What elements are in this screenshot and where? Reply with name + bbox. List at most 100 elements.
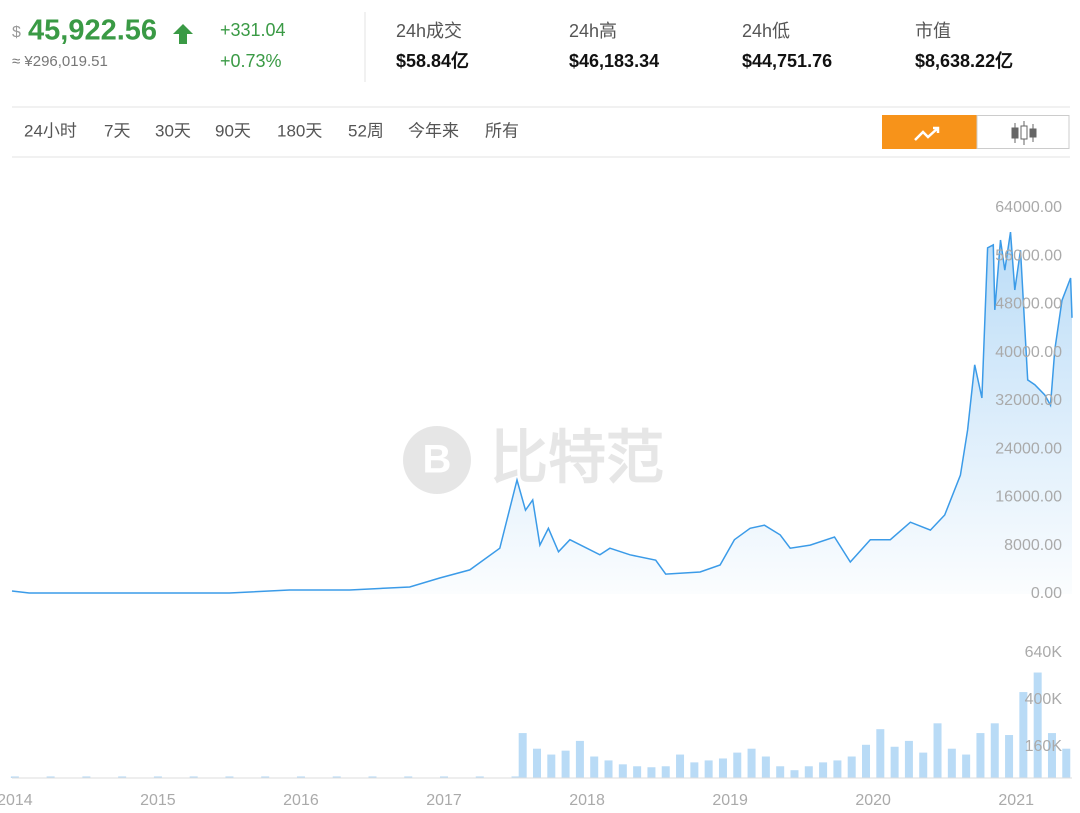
volume-bar xyxy=(46,776,55,778)
currency: $ xyxy=(12,24,21,41)
volume-bar xyxy=(976,733,985,778)
volume-bar xyxy=(933,723,942,778)
volume-bar xyxy=(547,754,556,778)
stat-value: $58.84亿 xyxy=(396,50,469,71)
volume-bar xyxy=(1033,672,1042,778)
volume-bar xyxy=(561,750,570,778)
volume-bar xyxy=(225,776,234,778)
volume-bar xyxy=(647,767,656,778)
volume-bar xyxy=(633,766,642,778)
volume-bar xyxy=(919,752,928,778)
volume-bar xyxy=(153,776,162,778)
volume-bar xyxy=(947,748,956,778)
y-tick-label: 160K xyxy=(1025,738,1063,755)
watermark: B 比特范 xyxy=(403,425,664,494)
volume-bar xyxy=(804,766,813,778)
volume-bar xyxy=(718,758,727,778)
volume-bar xyxy=(990,723,999,778)
volume-bar xyxy=(1005,735,1014,778)
volume-bar xyxy=(847,756,856,778)
volume-bar xyxy=(404,776,413,778)
range-tab[interactable]: 7天 xyxy=(104,121,130,140)
change: +331.04 xyxy=(220,20,286,40)
volume-bar xyxy=(819,762,828,778)
stat-value: $44,751.76 xyxy=(742,51,832,71)
volume-bar xyxy=(368,776,377,778)
y-tick-label: 0.00 xyxy=(1031,585,1062,602)
stat-label: 市值 xyxy=(915,21,951,41)
volume-bar xyxy=(618,764,627,778)
volume-bar xyxy=(661,766,670,778)
volume-bar xyxy=(761,756,770,778)
range-tab[interactable]: 今年来 xyxy=(408,121,459,140)
x-tick-label: 2020 xyxy=(855,792,891,809)
stat-value: $46,183.34 xyxy=(569,51,659,71)
range-tab[interactable]: 90天 xyxy=(215,121,251,140)
volume-bar xyxy=(890,746,899,778)
volume-bar xyxy=(118,776,127,778)
range-tab[interactable]: 180天 xyxy=(277,121,322,140)
range-tab[interactable]: 24小时 xyxy=(24,121,77,140)
stat-label: 24h低 xyxy=(742,21,790,41)
line-icon xyxy=(914,126,940,141)
x-tick-label: 2015 xyxy=(140,792,176,809)
volume-bar xyxy=(1019,692,1028,778)
cny-price: ≈ ¥296,019.51 xyxy=(12,53,108,70)
volume-bar xyxy=(532,748,541,778)
x-tick-label: 2018 xyxy=(569,792,605,809)
svg-text:B: B xyxy=(423,438,452,482)
stat-value: $8,638.22亿 xyxy=(915,50,1013,71)
volume-bar xyxy=(82,776,91,778)
volume-bar xyxy=(1062,748,1071,778)
volume-bar xyxy=(189,776,198,778)
volume-bar xyxy=(690,762,699,778)
y-tick-label: 24000.00 xyxy=(995,440,1062,457)
volume-bar xyxy=(733,752,742,778)
volume-bar xyxy=(518,733,527,778)
x-tick-label: 2014 xyxy=(0,792,33,809)
y-tick-label: 640K xyxy=(1025,644,1063,661)
volume-bar xyxy=(604,760,613,778)
range-tab[interactable]: 52周 xyxy=(348,121,384,140)
x-tick-label: 2017 xyxy=(426,792,462,809)
range-tab[interactable]: 30天 xyxy=(155,121,191,140)
volume-bar xyxy=(776,766,785,778)
line-chart-button[interactable] xyxy=(882,115,977,149)
volume-bar xyxy=(332,776,341,778)
x-tick-label: 2019 xyxy=(712,792,748,809)
volume-bar xyxy=(296,776,305,778)
y-tick-label: 16000.00 xyxy=(995,489,1062,506)
volume-bar xyxy=(790,770,799,778)
volume-bar xyxy=(747,748,756,778)
volume-bar xyxy=(704,760,713,778)
volume-bar xyxy=(10,776,19,778)
volume-bar xyxy=(904,740,913,778)
header: $ 45,922.56 ≈ ¥296,019.51 +331.04 +0.73%… xyxy=(12,12,1070,494)
price-area xyxy=(12,232,1072,594)
range-tab[interactable]: 所有 xyxy=(485,121,519,140)
volume-bar xyxy=(261,776,270,778)
volume-bar xyxy=(876,729,885,778)
watermark-text: 比特范 xyxy=(490,425,664,490)
volume-bar xyxy=(475,776,484,778)
y-tick-label: 40000.00 xyxy=(995,344,1062,361)
y-tick-label: 48000.00 xyxy=(995,296,1062,313)
volume-bar xyxy=(833,760,842,778)
candle-icon xyxy=(1011,121,1037,145)
x-tick-label: 2021 xyxy=(998,792,1034,809)
y-tick-label: 400K xyxy=(1025,691,1063,708)
volume-bar xyxy=(1047,733,1056,778)
price: 45,922.56 xyxy=(28,15,157,47)
volume-bar xyxy=(511,776,520,778)
x-tick-label: 2016 xyxy=(283,792,319,809)
change-pct: +0.73% xyxy=(220,51,282,71)
stat-label: 24h高 xyxy=(569,21,617,41)
volume-bar xyxy=(575,740,584,778)
y-tick-label: 32000.00 xyxy=(995,392,1062,409)
volume-bar xyxy=(440,776,449,778)
volume-bar xyxy=(962,754,971,778)
volume-bar xyxy=(590,756,599,778)
volume-bar xyxy=(862,744,871,778)
y-tick-label: 8000.00 xyxy=(1004,537,1062,554)
